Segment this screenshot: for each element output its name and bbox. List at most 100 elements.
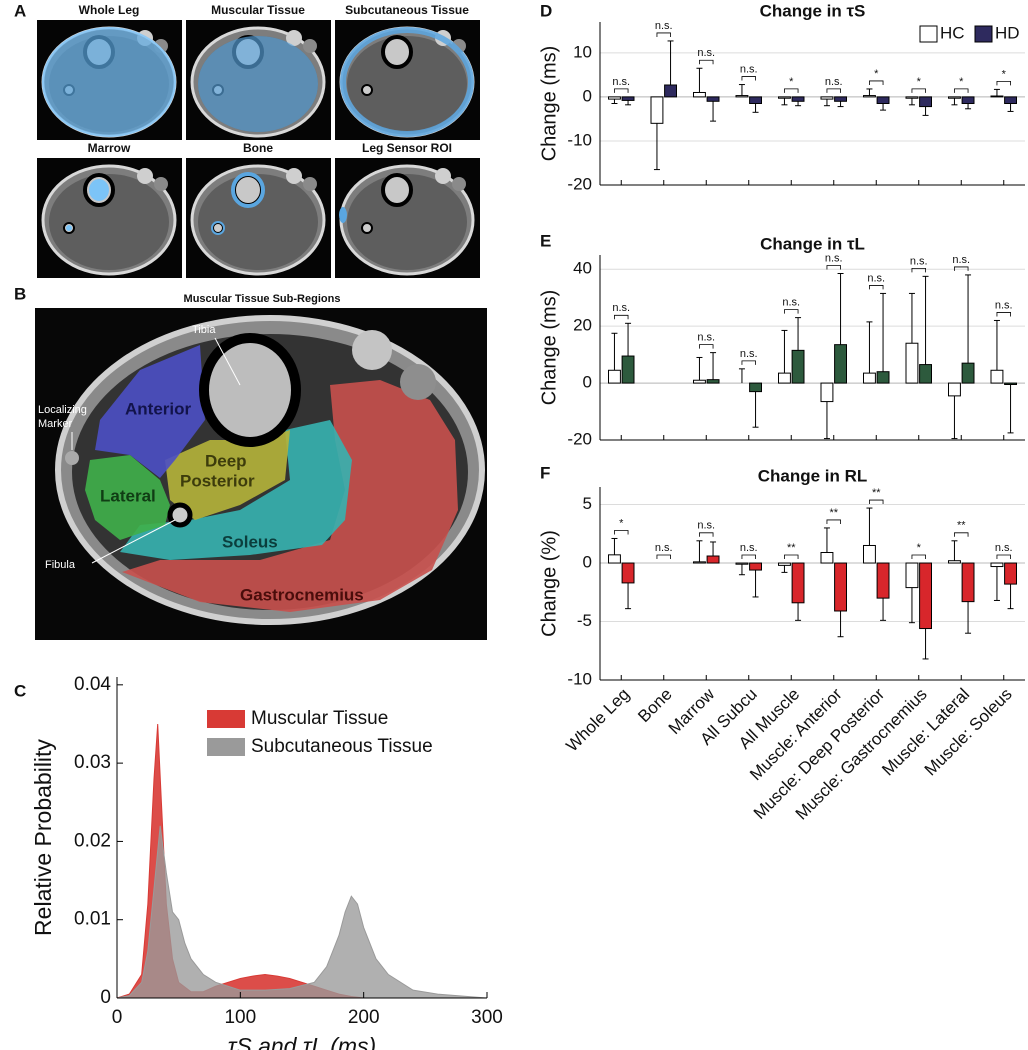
- panel-letter: F: [540, 463, 550, 482]
- bar: [608, 554, 621, 564]
- significance-bracket: [699, 532, 714, 537]
- y-tick-label: 40: [573, 259, 592, 278]
- significance-bracket: [954, 532, 969, 537]
- bar: [948, 382, 961, 397]
- significance-label: n.s.: [910, 255, 928, 267]
- significance-label: n.s.: [612, 76, 630, 88]
- legend-label: Subcutaneous Tissue: [251, 736, 433, 757]
- significance-label: *: [959, 76, 964, 88]
- bar: [1004, 562, 1017, 585]
- significance-bracket: [996, 554, 1011, 560]
- significance-label: n.s.: [952, 254, 970, 266]
- significance-bracket: [826, 88, 841, 93]
- significance-bracket: [826, 519, 841, 524]
- y-tick-label: 0: [583, 373, 592, 392]
- significance-label: n.s.: [995, 299, 1013, 311]
- significance-label: *: [1002, 68, 1007, 80]
- marker: [303, 177, 317, 191]
- gastrocnemius-region: [122, 380, 458, 612]
- bar: [990, 562, 1004, 568]
- y-tick-label: 0.02: [74, 830, 111, 851]
- roi-overlay: [198, 36, 318, 132]
- lateral-region: [85, 455, 170, 540]
- significance-label: n.s.: [825, 252, 843, 264]
- fibula: [167, 502, 193, 528]
- y-tick-label: 0.01: [74, 909, 111, 930]
- significance-label: n.s.: [697, 332, 715, 344]
- legend-swatch: [974, 25, 993, 43]
- y-tick-label: -10: [567, 669, 592, 688]
- significance-bracket: [741, 360, 756, 365]
- significance-bracket: [996, 312, 1011, 317]
- marker: [352, 330, 392, 370]
- roi-overlay: [231, 172, 265, 208]
- region-label: Anterior: [125, 399, 192, 418]
- tile-title: Marrow: [88, 141, 131, 155]
- significance-bracket: [869, 499, 884, 505]
- region-label: Posterior: [180, 471, 255, 490]
- bar: [863, 372, 876, 384]
- significance-bracket: [656, 554, 671, 560]
- bar: [876, 371, 890, 384]
- roi-overlay: [340, 27, 474, 137]
- significance-bracket: [741, 76, 756, 81]
- panel-letter: D: [540, 1, 552, 20]
- bar: [990, 95, 1004, 98]
- significance-label: n.s.: [782, 297, 800, 309]
- significance-label: *: [874, 68, 879, 80]
- bar: [948, 96, 961, 99]
- bar: [608, 96, 621, 100]
- roi-overlay: [89, 179, 109, 201]
- region-label: Fibula: [45, 559, 76, 571]
- tile-title: Leg Sensor ROI: [362, 141, 452, 155]
- y-tick-label: 0.03: [74, 752, 111, 773]
- region-label: Marker: [38, 418, 73, 430]
- bar: [791, 349, 805, 384]
- significance-bracket: [954, 88, 969, 93]
- pointer: [214, 337, 241, 386]
- bar: [990, 369, 1004, 384]
- significance-label: n.s.: [740, 348, 758, 360]
- bar: [919, 96, 932, 108]
- chart-title: Change in RL: [758, 466, 868, 485]
- significance-label: n.s.: [655, 20, 673, 32]
- significance-bracket: [996, 81, 1011, 86]
- region-label: Lateral: [100, 486, 156, 505]
- significance-label: **: [872, 487, 881, 499]
- significance-bracket: [614, 314, 629, 320]
- bar: [961, 562, 975, 603]
- bar: [876, 96, 890, 104]
- y-tick-label: 0.04: [74, 674, 111, 695]
- bar: [621, 355, 635, 384]
- marker: [154, 177, 168, 191]
- bar: [608, 369, 621, 384]
- marker: [65, 451, 79, 465]
- significance-bracket: [826, 265, 841, 270]
- legend-swatch: [919, 25, 938, 43]
- bar: [820, 382, 834, 403]
- x-tick-label: Whole Leg: [562, 685, 633, 756]
- chart-title: Change in τS: [760, 1, 866, 20]
- significance-label: *: [917, 542, 922, 554]
- significance-bracket: [699, 344, 714, 349]
- y-axis-label: Change (ms): [538, 46, 560, 162]
- deep-posterior-region: [165, 430, 290, 520]
- bar: [749, 562, 762, 571]
- bar: [621, 562, 635, 584]
- significance-label: n.s.: [612, 302, 630, 314]
- y-axis-label: Relative Probability: [30, 739, 56, 936]
- significance-bracket: [911, 267, 926, 273]
- bar: [948, 560, 961, 564]
- bar: [834, 96, 847, 102]
- roi-overlay: [66, 225, 72, 231]
- significance-bracket: [784, 88, 799, 93]
- tile-title: Subcutaneous Tissue: [345, 3, 469, 17]
- leg-inner: [49, 174, 169, 270]
- x-tick-label: 100: [224, 1007, 256, 1028]
- roi-overlay: [339, 207, 347, 223]
- region-label: Deep: [205, 451, 247, 470]
- fibula: [361, 222, 373, 234]
- x-tick-label: 0: [112, 1007, 123, 1028]
- bar: [778, 96, 791, 99]
